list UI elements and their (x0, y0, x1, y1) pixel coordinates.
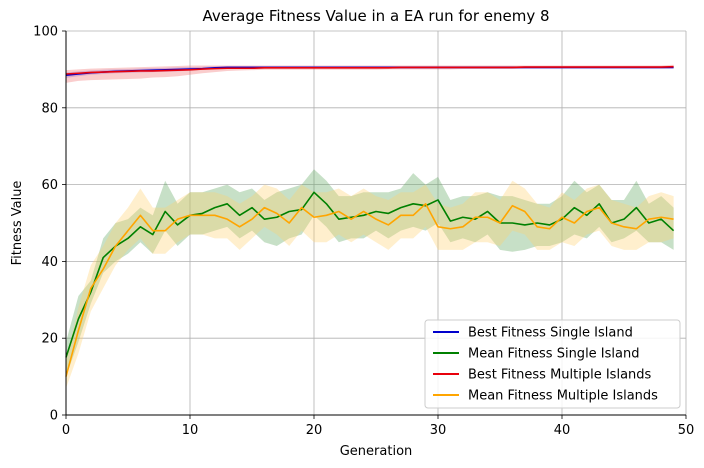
y-tick-label: 100 (33, 25, 58, 40)
series-band (66, 169, 674, 377)
x-axis-label: Generation (340, 444, 413, 459)
x-tick-label: 20 (306, 423, 323, 438)
x-tick-label: 50 (678, 423, 695, 438)
legend-label: Mean Fitness Multiple Islands (468, 389, 658, 404)
series-line (65, 203, 674, 377)
y-tick-label: 20 (41, 332, 58, 347)
y-tick-label: 60 (41, 178, 58, 193)
x-tick-label: 30 (430, 423, 447, 438)
series-band (66, 180, 674, 389)
legend-label: Best Fitness Multiple Islands (468, 368, 652, 383)
y-tick-label: 40 (41, 255, 58, 270)
x-tick-label: 40 (554, 423, 571, 438)
chart-title: Average Fitness Value in a EA run for en… (202, 7, 549, 25)
y-tick-label: 80 (41, 101, 58, 116)
legend: Best Fitness Single Island Mean Fitness S… (424, 319, 681, 409)
y-axis-ticks: 0 20 40 60 80 100 (33, 25, 66, 424)
series-lines (65, 65, 675, 377)
series-line (65, 65, 674, 75)
x-axis-ticks: 0 10 20 30 40 50 (62, 415, 694, 438)
legend-label: Best Fitness Single Island (468, 326, 633, 341)
series-line (65, 191, 675, 358)
x-tick-label: 0 (62, 423, 70, 438)
axes (65, 31, 686, 416)
x-tick-label: 10 (182, 423, 199, 438)
legend-label: Mean Fitness Single Island (468, 347, 639, 362)
y-tick-label: 0 (50, 409, 58, 424)
legend-box (424, 319, 681, 409)
y-axis-label: Fitness Value (10, 181, 25, 266)
